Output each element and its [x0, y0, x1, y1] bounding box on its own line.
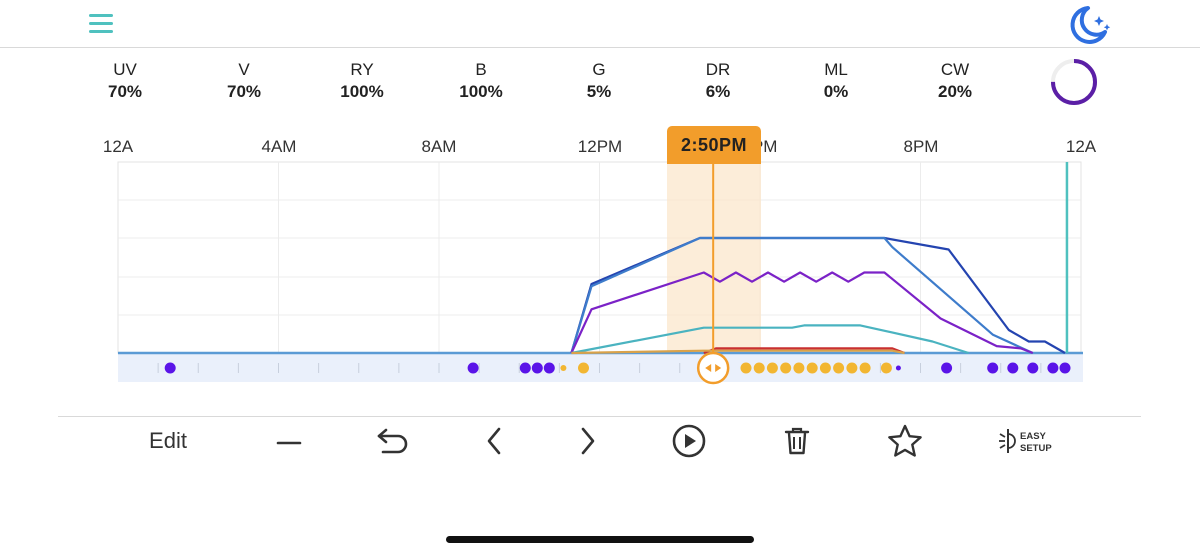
channel-g[interactable]: G 5% — [554, 60, 644, 104]
minus-icon — [276, 441, 302, 445]
time-label: 8PM — [903, 137, 939, 156]
channel-value: 100% — [459, 82, 503, 101]
edit-button[interactable]: Edit — [149, 428, 187, 453]
channel-value: 0% — [823, 82, 849, 101]
event-marker[interactable] — [560, 365, 567, 371]
night-mode-button[interactable] — [1062, 2, 1114, 46]
event-marker[interactable] — [164, 362, 176, 374]
chevron-left-icon — [487, 427, 501, 455]
time-label: 12A — [102, 137, 134, 156]
cursor-drag-handle — [696, 351, 730, 385]
chart-frame — [117, 161, 1082, 354]
event-marker[interactable] — [766, 362, 778, 374]
event-marker[interactable] — [859, 362, 871, 374]
channel-name: DR — [705, 60, 731, 79]
undo-button[interactable] — [372, 420, 414, 462]
event-markers — [164, 362, 1071, 374]
header-divider — [0, 47, 1200, 48]
event-marker[interactable] — [793, 362, 805, 374]
event-marker[interactable] — [780, 362, 792, 374]
channel-value: 5% — [586, 82, 612, 101]
home-indicator — [446, 536, 754, 543]
trash-icon — [784, 427, 810, 455]
play-button[interactable] — [668, 420, 710, 462]
series-line-5 — [571, 349, 905, 355]
cursor-highlight-band — [667, 164, 761, 353]
series-line-1 — [570, 236, 1034, 354]
time-label: 12PM — [577, 137, 623, 156]
series-lines — [570, 236, 1066, 355]
event-marker[interactable] — [895, 365, 901, 371]
event-marker[interactable] — [543, 362, 555, 374]
channel-b[interactable]: B 100% — [436, 60, 526, 104]
channel-name: CW — [940, 60, 970, 79]
event-marker[interactable] — [833, 362, 845, 374]
event-marker[interactable] — [467, 362, 479, 374]
event-marker[interactable] — [1027, 362, 1039, 374]
event-marker[interactable] — [846, 362, 858, 374]
channel-value: 70% — [226, 82, 262, 101]
channel-cw[interactable]: CW 20% — [910, 60, 1000, 104]
hamburger-menu-icon — [89, 14, 113, 17]
easy-setup-icon: EASY SETUP — [999, 429, 1052, 454]
event-marker[interactable] — [819, 362, 831, 374]
toolbar-divider — [58, 416, 1141, 417]
cycle-progress-ring[interactable] — [1048, 56, 1100, 108]
channel-ry[interactable]: RY 100% — [317, 60, 407, 104]
event-marker[interactable] — [1007, 362, 1019, 374]
channel-value: 70% — [107, 82, 143, 101]
channel-uv[interactable]: UV 70% — [80, 60, 170, 104]
channel-dr[interactable]: DR 6% — [673, 60, 763, 104]
undo-icon — [377, 428, 408, 454]
delete-button[interactable] — [776, 420, 818, 462]
easy-setup-button[interactable]: EASY SETUP — [996, 420, 1060, 462]
time-label: 8AM — [421, 137, 457, 156]
series-line-0 — [570, 236, 1066, 354]
channel-ml[interactable]: ML 0% — [791, 60, 881, 104]
event-marker[interactable] — [740, 362, 752, 374]
drag-handle-icon — [696, 351, 730, 385]
play-circle-icon — [672, 424, 706, 458]
favorite-button[interactable] — [883, 420, 927, 462]
star-icon — [888, 424, 922, 457]
event-marker[interactable] — [987, 362, 999, 374]
zoom-out-button[interactable] — [268, 420, 310, 462]
channel-name: V — [238, 60, 250, 79]
channel-value: 100% — [340, 82, 384, 101]
series-line-4 — [703, 347, 905, 355]
easy-setup-label-line1: EASY — [1020, 431, 1047, 442]
event-marker[interactable] — [753, 362, 765, 374]
time-label: 12A — [1065, 137, 1097, 156]
cursor-time-label[interactable]: 2:50PM — [667, 126, 761, 164]
channel-name: ML — [824, 60, 848, 79]
track-ticks — [157, 363, 1042, 373]
channel-name: B — [475, 60, 487, 79]
event-marker[interactable] — [1059, 362, 1071, 374]
channel-v[interactable]: V 70% — [199, 60, 289, 104]
moon-stars-icon — [1070, 6, 1111, 44]
event-track — [118, 353, 1083, 382]
channel-value: 6% — [705, 82, 731, 101]
channel-name: RY — [350, 60, 374, 79]
channel-name: UV — [113, 60, 137, 79]
menu-button[interactable] — [86, 12, 118, 36]
easy-setup-label-line2: SETUP — [1020, 443, 1052, 454]
channel-value: 20% — [937, 82, 973, 101]
event-marker[interactable] — [531, 362, 543, 374]
event-marker[interactable] — [1047, 362, 1059, 374]
next-button[interactable] — [566, 420, 608, 462]
previous-button[interactable] — [474, 420, 516, 462]
event-marker[interactable] — [519, 362, 531, 374]
chart-grid — [117, 161, 1082, 354]
chevron-right-icon — [581, 427, 595, 455]
event-marker[interactable] — [941, 362, 953, 374]
time-label: 4AM — [261, 137, 297, 156]
event-marker[interactable] — [578, 362, 589, 374]
channel-name: G — [592, 60, 606, 79]
event-marker[interactable] — [880, 362, 892, 374]
series-line-3 — [571, 324, 969, 355]
series-line-2 — [570, 271, 1034, 355]
event-marker[interactable] — [806, 362, 818, 374]
